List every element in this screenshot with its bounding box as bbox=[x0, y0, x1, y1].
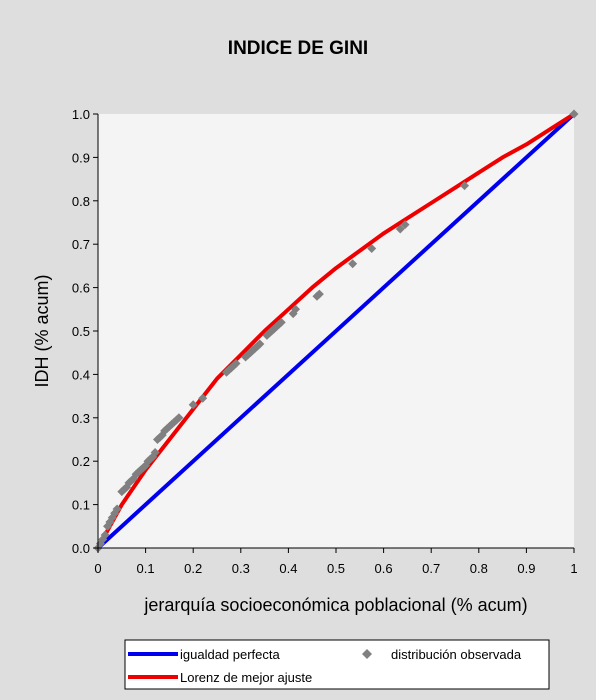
x-tick-label: 0.8 bbox=[470, 561, 488, 576]
legend-label-lorenz-de-mejor-ajuste: Lorenz de mejor ajuste bbox=[180, 670, 312, 685]
y-ticks: 0.0 0.1 0.2 0.3 0.4 0.5 0.6 0.7 0.8 0.9 1.0 bbox=[72, 107, 98, 556]
data-point bbox=[314, 289, 324, 299]
y-tick-label: 0.7 bbox=[72, 237, 90, 252]
y-tick-label: 0.0 bbox=[72, 541, 90, 556]
data-point bbox=[395, 224, 405, 234]
x-tick-label: 0 bbox=[94, 561, 101, 576]
series-layer bbox=[93, 109, 579, 553]
x-tick-label: 0.2 bbox=[184, 561, 202, 576]
data-point bbox=[400, 220, 410, 230]
y-axis-label: IDH (% acum) bbox=[32, 274, 52, 387]
x-tick-label: 0.4 bbox=[279, 561, 297, 576]
data-point bbox=[569, 109, 579, 119]
y-tick-label: 1.0 bbox=[72, 107, 90, 122]
x-tick-label: 0.1 bbox=[137, 561, 155, 576]
data-point bbox=[198, 393, 208, 403]
y-tick-label: 0.8 bbox=[72, 194, 90, 209]
legend-label-igualdad-perfecta: igualdad perfecta bbox=[180, 647, 281, 662]
legend: igualdad perfecta distribución observada… bbox=[124, 639, 550, 690]
data-point bbox=[367, 244, 377, 254]
x-tick-label: 0.7 bbox=[422, 561, 440, 576]
data-point bbox=[348, 259, 358, 269]
y-tick-label: 0.2 bbox=[72, 454, 90, 469]
data-point bbox=[231, 359, 241, 369]
x-tick-label: 1 bbox=[570, 561, 577, 576]
y-tick-label: 0.3 bbox=[72, 411, 90, 426]
data-point bbox=[110, 508, 120, 518]
series-line-igualdad-perfecta bbox=[96, 112, 576, 550]
legend-box bbox=[124, 639, 550, 690]
data-point bbox=[174, 413, 184, 423]
data-point bbox=[276, 317, 286, 327]
data-point bbox=[291, 304, 301, 314]
legend-swatch-distribucion-observada bbox=[362, 649, 372, 659]
y-tick-label: 0.6 bbox=[72, 281, 90, 296]
y-tick-label: 0.9 bbox=[72, 150, 90, 165]
legend-label-distribucion-observada: distribución observada bbox=[391, 647, 522, 662]
data-point bbox=[255, 339, 265, 349]
x-tick-label: 0.9 bbox=[517, 561, 535, 576]
y-tick-label: 0.5 bbox=[72, 324, 90, 339]
data-point bbox=[150, 448, 160, 458]
data-point bbox=[248, 346, 258, 356]
x-tick-label: 0.5 bbox=[327, 561, 345, 576]
data-point bbox=[460, 181, 470, 191]
x-ticks: 0 0.1 0.2 0.3 0.4 0.5 0.6 0.7 0.8 0.9 1 bbox=[94, 548, 578, 576]
data-point bbox=[188, 400, 198, 410]
data-point bbox=[100, 530, 110, 540]
y-tick-label: 0.1 bbox=[72, 498, 90, 513]
series-line-lorenz-de-mejor-ajuste bbox=[96, 112, 576, 550]
x-axis-label: jerarquía socioeconómica poblacional (% … bbox=[143, 595, 527, 615]
x-tick-label: 0.6 bbox=[375, 561, 393, 576]
data-point bbox=[112, 504, 122, 514]
x-tick-label: 0.3 bbox=[232, 561, 250, 576]
chart-title: INDICE DE GINI bbox=[228, 38, 368, 59]
y-tick-label: 0.4 bbox=[72, 367, 90, 382]
